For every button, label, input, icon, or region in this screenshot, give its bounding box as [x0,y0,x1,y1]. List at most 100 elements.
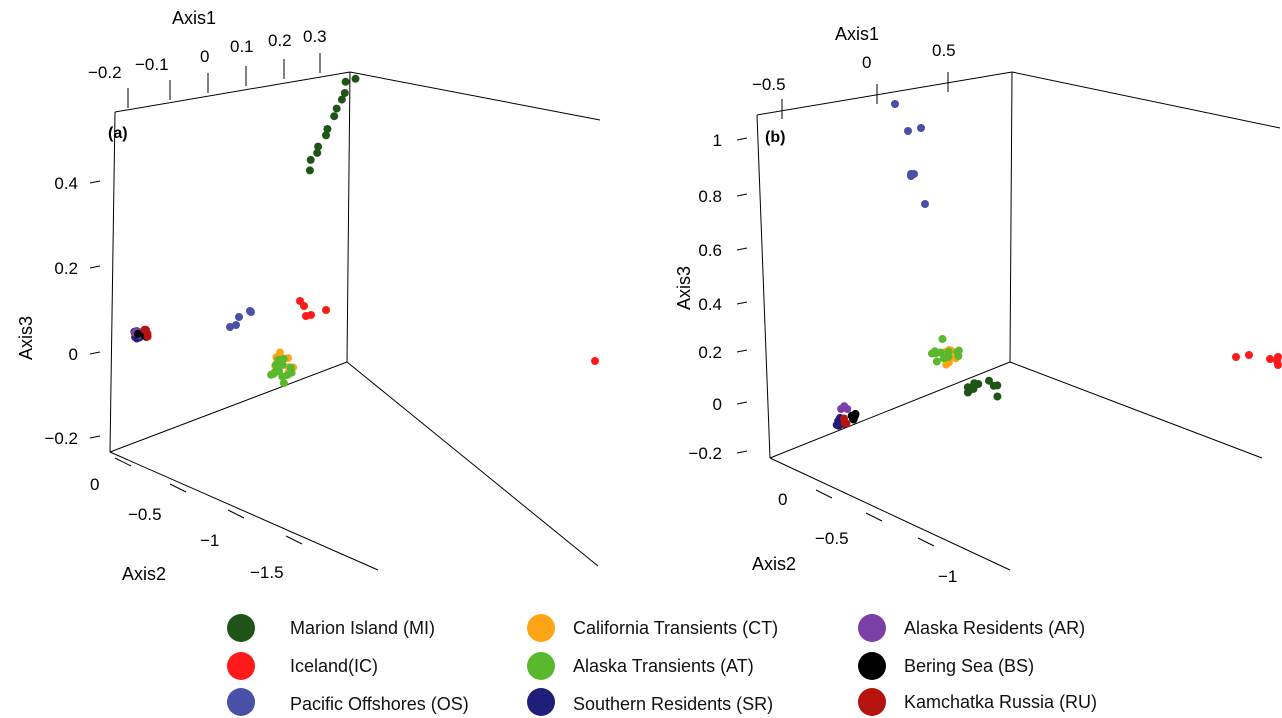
data-point-ic [307,311,315,319]
legend-item-bs: Bering Sea (BS) [858,652,1034,680]
legend-item-sr: Southern Residents (SR) [527,688,773,716]
data-point-mi [322,131,330,140]
legend-label-bs: Bering Sea (BS) [904,656,1034,676]
tick-label: 0.4 [698,295,722,314]
panel-b-axis3-ticks: 1 0.8 0.6 0.4 0.2 0 −0.2 [688,131,722,463]
data-point-at [286,363,295,372]
tick-label: −1 [200,531,219,550]
data-point-ic [1232,353,1240,361]
data-point-mi [341,77,350,86]
data-point-sr [832,420,841,429]
data-point-mi [332,104,341,113]
tick-label: −0.5 [815,529,849,548]
tick-label: 0 [200,47,209,66]
data-point-at [944,353,953,362]
data-point-mi [963,383,972,392]
tick-label: −0.2 [88,63,122,82]
tick-label: 0 [778,490,787,509]
tick-label: 0.2 [54,259,78,278]
panel-b-label: (b) [765,129,785,146]
tick-label: 0 [713,395,722,414]
tick-label: −0.1 [135,55,169,74]
panel-a-points [130,74,599,388]
data-point-os [235,313,243,321]
data-point-ic [322,306,330,314]
data-point-at [931,349,940,358]
tick-label: 0 [862,53,871,72]
panel-b-axis3-title: Axis3 [674,266,694,310]
panel-b-box [756,71,1281,571]
legend-swatch-at [527,652,555,680]
legend-swatch-os [227,688,255,716]
tick-label: −1.5 [250,563,284,582]
data-point-mi [323,125,332,133]
data-point-mi [993,392,1002,401]
tick-label: 0.4 [54,174,78,193]
legend-label-mi: Marion Island (MI) [290,618,435,638]
panel-b-axis2-title: Axis2 [752,554,796,574]
legend-item-mi: Marion Island (MI) [227,614,435,642]
panel-a-axis2-title: Axis2 [122,564,166,584]
panel-b-axis1-title: Axis1 [835,24,879,44]
data-point-bs [849,415,858,424]
tick-label: 0.8 [698,187,722,206]
data-point-ic [1273,357,1281,365]
tick-label: 0 [69,345,78,364]
tick-label: 0.5 [932,41,956,60]
data-point-mi [989,381,998,390]
data-point-ru [840,414,848,423]
tick-label: −0.5 [128,505,162,524]
data-point-os [921,200,929,208]
tick-label: 0.6 [698,241,722,260]
tick-label: −0.2 [44,429,78,448]
data-point-mi [330,112,339,121]
data-point-at [279,379,288,388]
panel-b-points [832,100,1282,430]
legend-swatch-sr [527,688,555,716]
panel-b-axis2-ticks: 0 −0.5 −1 [778,490,957,586]
tick-label: 1 [713,131,722,150]
panel-a-axis3-title: Axis3 [16,316,36,360]
data-point-mi [313,148,322,157]
legend-label-os: Pacific Offshores (OS) [290,694,469,714]
data-point-at [938,335,947,343]
legend-item-ru: Kamchatka Russia (RU) [858,688,1097,716]
data-point-at [932,357,941,366]
data-point-ar [840,402,849,411]
data-point-os [232,321,240,329]
legend-label-ct: California Transients (CT) [573,618,778,638]
legend-swatch-bs [858,652,886,680]
legend-item-at: Alaska Transients (AT) [527,652,754,680]
legend-label-at: Alaska Transients (AT) [573,656,754,676]
data-point-at [278,372,287,381]
legend-item-ic: Iceland(IC) [227,652,378,680]
legend-label-ru: Kamchatka Russia (RU) [904,692,1097,712]
legend-item-ar: Alaska Residents (AR) [858,614,1085,642]
data-point-at [278,360,287,369]
panel-a-axis2-ticks: 0 −0.5 −1 −1.5 [90,475,284,582]
panel-a-axis1-title: Axis1 [172,8,216,28]
tick-label: 0.2 [268,31,292,50]
data-point-mi [314,142,323,151]
panel-a-ticks [89,53,321,545]
legend-swatch-ic [227,652,255,680]
tick-label: −0.5 [752,75,786,94]
panel-a-label: (a) [108,125,128,142]
tick-label: −1 [938,567,957,586]
data-point-at [953,348,962,356]
legend-label-sr: Southern Residents (SR) [573,694,773,714]
data-point-os [904,127,912,135]
tick-label: 0.3 [303,27,327,46]
tick-label: −0.2 [688,444,722,463]
data-point-os [247,308,255,316]
tick-label: 0.1 [230,37,254,56]
data-point-mi [340,89,349,97]
data-point-ic [591,357,599,365]
data-point-bs [133,329,142,338]
legend-label-ar: Alaska Residents (AR) [904,618,1085,638]
data-point-mi [351,74,360,83]
panel-a-axis1-ticks: −0.2 −0.1 0 0.1 0.2 0.3 [88,27,327,82]
data-point-mi [970,379,979,388]
tick-label: 0 [90,475,99,494]
legend-item-ct: California Transients (CT) [527,614,778,642]
